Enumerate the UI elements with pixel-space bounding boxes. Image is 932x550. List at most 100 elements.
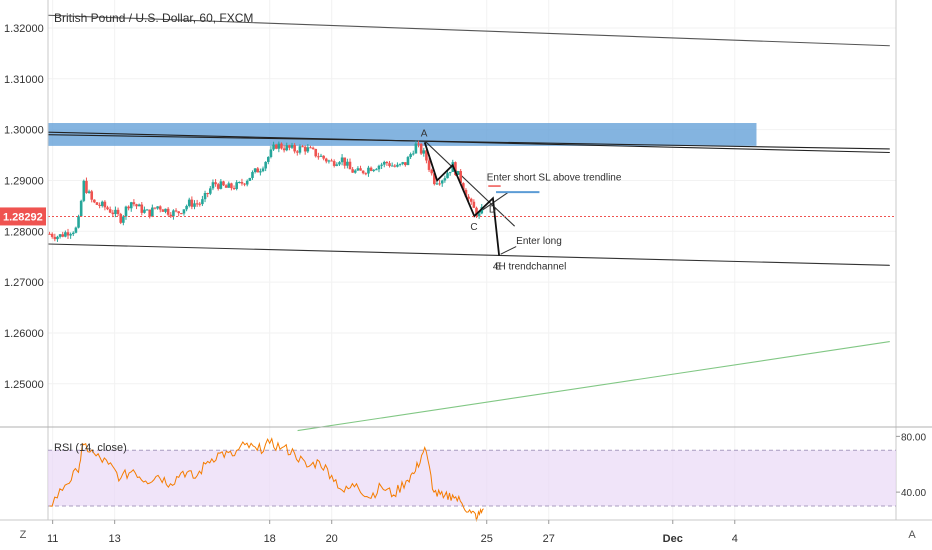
candle-body bbox=[377, 165, 381, 170]
candle-body bbox=[480, 207, 484, 214]
candle-body bbox=[401, 162, 405, 164]
candle-body bbox=[332, 161, 336, 166]
candle-body bbox=[48, 233, 51, 235]
time-tick-label: 4 bbox=[732, 533, 738, 545]
resistance-zone-rect[interactable] bbox=[48, 123, 757, 146]
candle-body bbox=[372, 169, 376, 171]
time-tick-label: 11 bbox=[47, 533, 58, 545]
candle-body bbox=[280, 143, 283, 149]
candle-body bbox=[87, 191, 91, 193]
candle-body bbox=[230, 183, 233, 189]
rsi-pane[interactable]: RSI (14, close) bbox=[48, 437, 896, 522]
candle-body bbox=[319, 155, 323, 157]
candle-body bbox=[85, 180, 88, 193]
trend-lines[interactable] bbox=[47, 14, 890, 432]
candle-body bbox=[135, 204, 138, 207]
candle-body bbox=[58, 234, 62, 237]
trend-line-0[interactable] bbox=[47, 14, 890, 47]
price-pane[interactable]: A C D E 1.28292 Enter short SL above trendl… bbox=[0, 0, 896, 520]
candle-body bbox=[477, 213, 481, 217]
candle-body bbox=[166, 208, 170, 215]
price-tick-label: 1.27000 bbox=[4, 277, 44, 289]
candle-body bbox=[324, 158, 328, 162]
abcde-pattern[interactable]: A C D E bbox=[421, 128, 502, 272]
candle-body bbox=[430, 169, 433, 174]
price-tick-label: 1.26000 bbox=[4, 328, 44, 340]
candle-body bbox=[122, 216, 125, 223]
time-tick-label: 20 bbox=[326, 533, 338, 545]
candle-body bbox=[301, 146, 304, 148]
annotation-text[interactable]: Enter long bbox=[516, 236, 562, 247]
annotation-text[interactable]: 4H trendchannel bbox=[493, 261, 566, 272]
candle-body bbox=[90, 191, 94, 200]
candle-body bbox=[317, 156, 320, 158]
candle-body bbox=[182, 209, 186, 214]
candle-body bbox=[69, 234, 72, 236]
candle-body bbox=[148, 209, 151, 217]
candle-body bbox=[164, 208, 167, 212]
candle-body bbox=[66, 232, 70, 236]
rsi-band-rect bbox=[48, 450, 896, 507]
candle-body bbox=[119, 214, 123, 223]
candle-body bbox=[353, 170, 357, 173]
pattern-point-label: A bbox=[421, 128, 428, 139]
annotation-text[interactable]: Enter short SL above trendline bbox=[487, 172, 622, 183]
candle-body bbox=[172, 210, 175, 217]
annotations[interactable]: Enter short SL above trendline Enter long… bbox=[487, 172, 622, 272]
candle-body bbox=[422, 150, 426, 154]
candle-body bbox=[367, 167, 370, 174]
candle-body bbox=[161, 209, 165, 212]
time-tick-label: Dec bbox=[663, 533, 683, 545]
current-price-label: 1.28292 bbox=[3, 211, 43, 223]
candle-body bbox=[414, 143, 418, 154]
current-price-tag[interactable] bbox=[0, 207, 46, 226]
candle-body bbox=[129, 202, 133, 209]
price-axis[interactable]: 1.32000 1.31000 1.30000 1.29000 1.28000 1.270… bbox=[4, 0, 897, 520]
candle-body bbox=[282, 148, 286, 151]
auto-scale-button[interactable]: A bbox=[908, 529, 916, 541]
candle-body bbox=[201, 199, 204, 205]
candle-body bbox=[448, 171, 452, 174]
candle-body bbox=[295, 151, 299, 153]
candle-body bbox=[293, 145, 296, 152]
chart-settings-button[interactable]: Z bbox=[19, 529, 27, 541]
candle-body bbox=[232, 188, 236, 190]
price-tick-label: 1.28000 bbox=[4, 226, 44, 238]
candle-body bbox=[61, 234, 65, 237]
candle-body bbox=[193, 203, 196, 207]
candle-body bbox=[322, 155, 325, 159]
pattern-path[interactable] bbox=[423, 142, 501, 256]
candle-body bbox=[472, 201, 476, 208]
resistance-zone[interactable] bbox=[48, 123, 757, 146]
candle-body bbox=[243, 183, 246, 185]
candle-body bbox=[343, 157, 347, 166]
price-tick-label: 1.32000 bbox=[4, 23, 44, 35]
candle-body bbox=[438, 183, 441, 185]
candle-body bbox=[211, 182, 215, 189]
rsi-axis[interactable]: 80.00 40.00 bbox=[896, 432, 926, 499]
candle-body bbox=[351, 169, 354, 173]
candle-body bbox=[140, 204, 144, 213]
candle-body bbox=[240, 182, 244, 184]
time-axis[interactable]: 11 13 18 20 25 27 Dec 4 bbox=[0, 519, 932, 545]
time-tick-label: 13 bbox=[109, 533, 121, 545]
candle-body bbox=[454, 162, 457, 175]
candle-body bbox=[248, 177, 252, 181]
candle-body bbox=[306, 147, 310, 152]
rsi-band bbox=[48, 449, 896, 507]
price-tick-label: 1.25000 bbox=[4, 379, 44, 391]
candle-body bbox=[288, 145, 291, 148]
trend-line-3[interactable] bbox=[47, 243, 890, 266]
trend-line-2[interactable] bbox=[47, 134, 890, 150]
candle-body bbox=[245, 180, 249, 185]
candle-body bbox=[206, 193, 209, 195]
candle-body bbox=[314, 148, 318, 157]
candle-body bbox=[50, 233, 54, 237]
trend-line-4[interactable] bbox=[297, 341, 890, 432]
trend-line-5[interactable] bbox=[424, 140, 516, 227]
pattern-point-label: D bbox=[489, 204, 496, 215]
candle-body bbox=[261, 168, 265, 172]
pattern-point-label: E bbox=[495, 262, 502, 273]
candle-body bbox=[180, 213, 183, 215]
